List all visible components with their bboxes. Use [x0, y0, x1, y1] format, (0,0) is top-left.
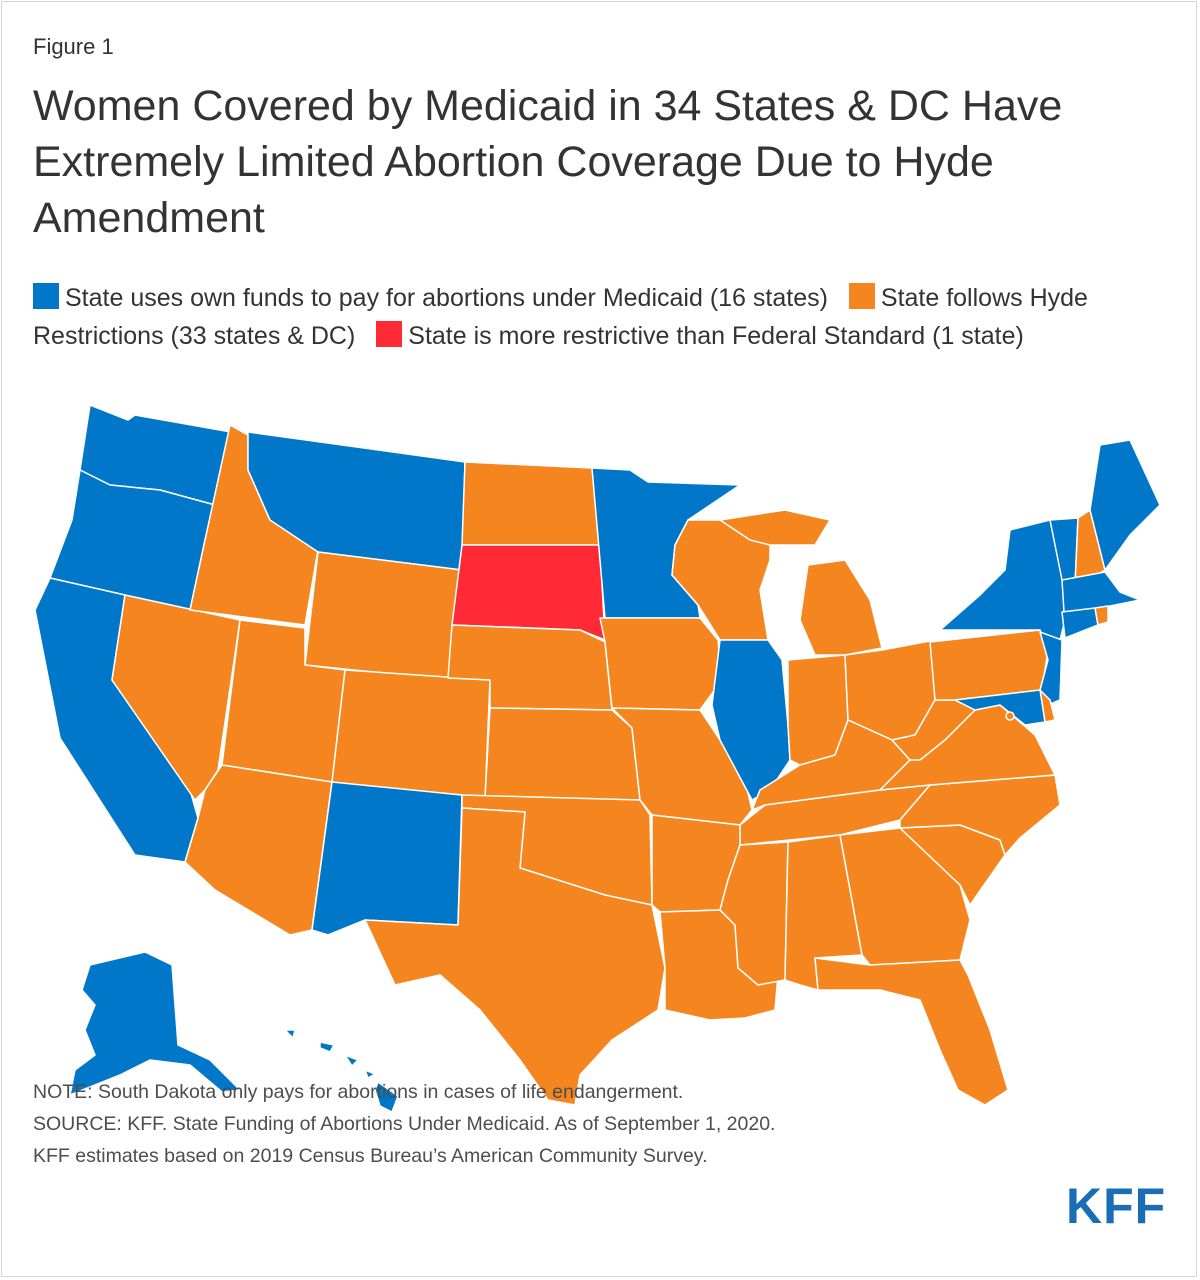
state-new-york	[939, 519, 1066, 641]
legend-swatch-restrictive	[376, 321, 403, 347]
note-text: NOTE: South Dakota only pays for abortio…	[33, 1081, 684, 1103]
legend-item-restrictive: State is more restrictive than Federal S…	[376, 321, 1024, 350]
chart-title: Women Covered by Medicaid in 34 States &…	[33, 82, 1063, 242]
state-connecticut	[1061, 607, 1099, 639]
state-pennsylvania	[929, 629, 1049, 701]
state-massachusetts	[1061, 571, 1141, 613]
state-florida	[814, 957, 1009, 1106]
state-rhode-island	[1094, 605, 1109, 626]
state-north-dakota	[461, 461, 601, 546]
state-illinois	[711, 639, 791, 801]
legend-label-restrictive: State is more restrictive than Federal S…	[408, 322, 1024, 350]
us-map	[34, 404, 1161, 1113]
state-south-dakota	[451, 544, 606, 641]
state-north-carolina	[899, 774, 1061, 856]
state-iowa	[599, 617, 723, 711]
state-kansas	[484, 707, 641, 801]
state-maine	[1089, 439, 1161, 571]
source-text: SOURCE: KFF. State Funding of Abortions …	[33, 1113, 776, 1135]
state-wyoming	[304, 551, 463, 681]
state-missouri	[611, 707, 753, 826]
state-michigan	[719, 509, 883, 656]
estimate-text: KFF estimates based on 2019 Census Burea…	[33, 1145, 708, 1167]
legend-swatch-hyde	[848, 283, 875, 309]
state-alaska	[69, 951, 241, 1096]
legend-item-own-funds: State uses own funds to pay for abortion…	[33, 283, 828, 312]
state-maryland	[954, 689, 1046, 726]
state-arizona	[184, 764, 333, 936]
legend: State uses own funds to pay for abortion…	[33, 279, 1153, 355]
state-district-of-columbia	[1005, 711, 1015, 721]
kff-logo: KFF	[1066, 1178, 1167, 1234]
state-new-mexico	[311, 781, 463, 936]
notes: NOTE: South Dakota only pays for abortio…	[33, 1076, 1013, 1172]
legend-swatch-own-funds	[33, 283, 59, 309]
legend-item-hyde: State follows Hyde Restrictions (33 stat…	[33, 283, 1088, 350]
state-hawaii	[284, 1029, 399, 1113]
legend-label-own-funds: State uses own funds to pay for abortion…	[65, 284, 828, 312]
legend-label-hyde: State follows Hyde Restrictions (33 stat…	[33, 284, 1088, 350]
figure-label: Figure 1	[33, 34, 114, 59]
state-texas	[364, 807, 666, 1106]
state-colorado	[331, 669, 491, 801]
